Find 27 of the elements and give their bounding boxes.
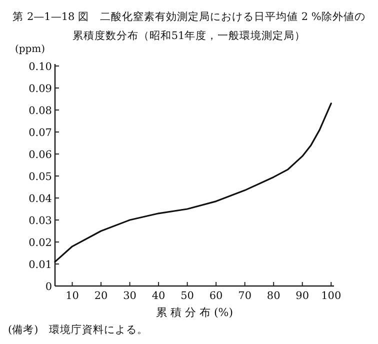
x-tick-label: 70: [238, 290, 252, 302]
chart-title: 第 2—1—18 図 二酸化窒素有効測定局における日平均値 2 %除外値の: [12, 10, 366, 23]
y-tick-label: 0.01: [28, 259, 52, 271]
y-tick-label: 0.08: [28, 105, 52, 117]
y-tick-label: 0.06: [28, 149, 52, 161]
text: (備考) 環境庁資料による。: [8, 323, 148, 336]
x-axis-title: 累 積 分 布 (%): [156, 306, 234, 319]
y-tick-label: 0: [45, 281, 52, 293]
y-tick-label: 0.02: [28, 237, 52, 249]
x-tick-label: 100: [321, 290, 342, 302]
x-tick-label: 50: [180, 290, 194, 302]
y-tick-label: 0.10: [28, 61, 52, 73]
line-series: [54, 102, 332, 263]
x-tick-label: 80: [266, 290, 280, 302]
x-tick-label: 30: [123, 290, 136, 302]
x-tick-label: 90: [296, 290, 310, 302]
y-tick-label: 0.09: [28, 83, 52, 95]
y-tick-label: 0.05: [28, 171, 52, 183]
x-tick-label: 10: [66, 290, 79, 302]
x-tick-label: 60: [209, 290, 223, 302]
x-tick-label: 20: [94, 290, 108, 302]
chart-subtitle: 累積度数分布（昭和51年度，一般環境測定局）: [72, 29, 306, 42]
y-tick-label: 0.04: [28, 193, 52, 205]
y-tick-label: 0.03: [28, 215, 52, 227]
y-axis-title: (ppm): [14, 44, 46, 55]
x-tick-label: 40: [152, 290, 166, 302]
y-tick-label: 0.07: [28, 127, 52, 139]
